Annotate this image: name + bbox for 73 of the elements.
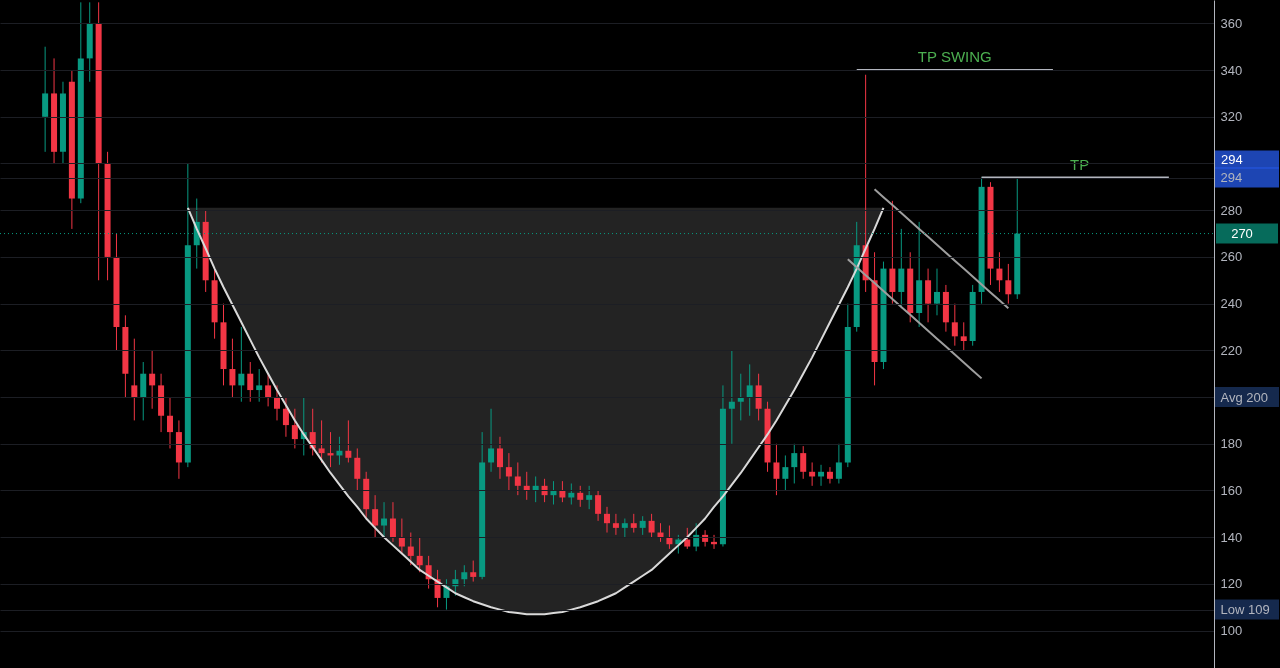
candlestick	[488, 408, 495, 473]
y-tick-label: 320	[1220, 109, 1243, 125]
y-tick-label: 180	[1220, 436, 1243, 452]
candlestick	[461, 564, 468, 587]
ref-line-label: 270	[1231, 225, 1253, 241]
candlestick	[612, 513, 619, 536]
candlestick	[140, 361, 147, 421]
candlestick	[149, 349, 156, 410]
candlestick	[229, 338, 236, 398]
candlestick	[595, 489, 602, 522]
candlestick	[291, 408, 298, 449]
candlestick	[604, 506, 610, 534]
candlestick	[773, 443, 780, 496]
candlestick	[496, 436, 503, 480]
candlestick	[728, 349, 735, 445]
candlestick	[407, 532, 414, 566]
line-series	[873, 188, 1010, 310]
y-tick-label: 120	[1220, 576, 1243, 592]
candlestick	[586, 485, 593, 510]
candlestick	[684, 527, 691, 550]
candlestick	[166, 396, 173, 449]
candlestick	[791, 443, 798, 484]
y-tick-label: Low 109	[1220, 602, 1270, 618]
candlestick	[247, 361, 254, 403]
y-tick-label: 294	[1220, 170, 1243, 186]
candlestick	[639, 515, 646, 536]
y-tick-label: Avg 200	[1220, 389, 1268, 405]
y-tick-label: 280	[1220, 202, 1243, 218]
y-tick-label: 220	[1220, 342, 1243, 358]
y-tick-label: 240	[1220, 296, 1243, 312]
candlestick	[42, 46, 49, 153]
candlestick	[933, 268, 940, 316]
y-tick-label: 260	[1220, 249, 1243, 265]
candlestick	[800, 445, 807, 480]
candlestick	[256, 368, 263, 403]
candlestick	[951, 303, 958, 347]
candlestick	[746, 363, 753, 417]
series-label: TP SWING	[917, 48, 992, 66]
candlestick	[345, 419, 352, 463]
candlestick	[505, 452, 512, 491]
candlestick	[131, 338, 138, 421]
candlestick	[372, 494, 379, 538]
line-series	[846, 258, 983, 380]
candlestick	[648, 513, 655, 538]
y-tick-label: 100	[1220, 623, 1243, 639]
candlestick	[835, 443, 842, 484]
candlestick	[621, 518, 628, 538]
candlestick	[693, 522, 700, 552]
candlestick	[470, 560, 477, 583]
y-tick-label: 140	[1220, 529, 1243, 545]
candlestick	[826, 466, 833, 484]
candlestick	[381, 501, 388, 538]
candlestick	[996, 251, 1003, 293]
candlestick	[889, 200, 896, 305]
candlestick	[398, 518, 405, 555]
candlestick	[925, 268, 932, 323]
y-tick-label: 160	[1220, 482, 1243, 498]
candlestick	[514, 461, 521, 496]
candlestick	[960, 321, 967, 351]
candlestick	[274, 384, 281, 421]
candlestick	[1005, 263, 1012, 305]
candlestick	[782, 454, 789, 491]
candlestick	[577, 485, 584, 508]
candlestick	[755, 373, 762, 421]
candlestick	[630, 513, 637, 534]
y-tick-label: 340	[1220, 62, 1243, 78]
candlestick	[238, 326, 245, 403]
candlestick	[282, 396, 289, 438]
candlestick	[389, 501, 396, 543]
y-tick-label: 360	[1220, 15, 1243, 31]
candlestick	[416, 536, 423, 573]
candlestick	[265, 373, 272, 407]
candlestick	[354, 447, 361, 491]
